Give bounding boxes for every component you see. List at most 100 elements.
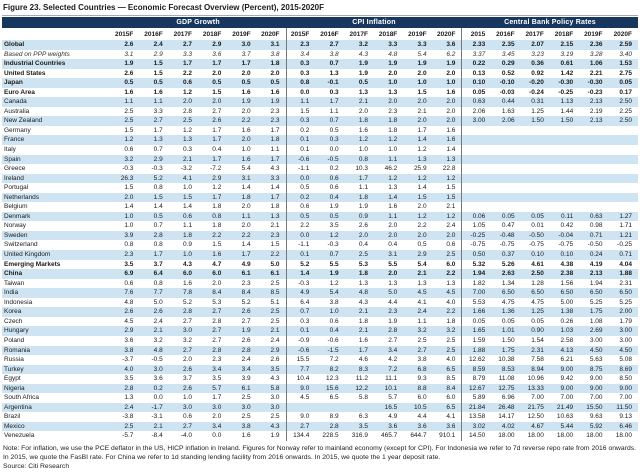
table-row: Belgium 1.4 1.4 1.4 1.8 2.0 1.8 0.6 1.9 1.9 1.6 2.0… xyxy=(2,202,638,212)
table-cell: 0.05 xyxy=(472,317,486,325)
table-cell: 3.2 xyxy=(182,336,193,344)
table-cell: 2.0 xyxy=(168,97,199,107)
table-cell: 2.1 xyxy=(417,107,427,115)
table-cell: 7.2 xyxy=(329,356,339,364)
table-cell: 1.7 xyxy=(417,126,427,134)
table-row: Czech 4.5 2.4 2.7 2.8 2.7 2.5 0.3 0.6 1.8 1.9 1.1 1.… xyxy=(2,316,638,327)
table-cell: 0.6 xyxy=(168,78,199,88)
table-cell: 3.6 xyxy=(403,421,433,432)
table-cell: 18.00 xyxy=(527,432,544,440)
table-cell: 4.5 xyxy=(124,317,134,325)
row-label: Poland xyxy=(4,336,25,344)
table-cell: 2.13 xyxy=(579,97,609,107)
table-cell xyxy=(609,126,639,136)
table-cell: 1.6 xyxy=(432,125,463,136)
table-cell: 2.0 xyxy=(432,97,463,107)
table-cell: 7.00 xyxy=(531,394,544,402)
table-cell: 0.0 xyxy=(286,173,316,184)
table-cell: 3.3 xyxy=(182,50,193,58)
table-cell: 2.3 xyxy=(286,40,316,50)
table-cell xyxy=(461,192,492,203)
table-row: United States 2.6 1.5 2.2 2.0 2.0 2.0 0.3 1.3 1.9… xyxy=(2,68,638,79)
table-cell: 0.98 xyxy=(589,222,603,230)
table-cell: 5.2 xyxy=(241,298,251,306)
table-cell: 1.3 xyxy=(432,154,463,165)
table-cell: 1.2 xyxy=(432,173,463,184)
table-cell: -0.5 xyxy=(151,356,163,364)
table-cell: 1.6 xyxy=(388,203,398,211)
table-row: Argentina 2.4 -1.7 3.0 3.0 3.0 3.0 16.5 10.5 6.5 2… xyxy=(2,402,638,413)
table-cell: 1.9 xyxy=(388,317,398,325)
table-cell: 2.4 xyxy=(110,402,140,413)
table-cell: 2.8 xyxy=(315,421,345,432)
table-cell: -0.20 xyxy=(520,78,550,88)
table-cell: 1.3 xyxy=(358,279,368,287)
table-cell: 1.0 xyxy=(110,211,140,222)
row-label: India xyxy=(2,288,111,298)
table-cell: 0.5 xyxy=(300,184,310,192)
table-cell: 6.1 xyxy=(227,269,257,279)
group-header-row: GDP Growth CPI Inflation Central Bank Po… xyxy=(2,17,638,28)
table-cell: 1.0 xyxy=(168,250,199,260)
year-header: 2020F xyxy=(256,28,287,40)
table-cell xyxy=(462,145,491,155)
year-header: 2018F xyxy=(198,28,228,40)
table-cell: 2.0 xyxy=(432,230,463,241)
table-cell: 5.5 xyxy=(329,260,339,268)
year-header: 2017F xyxy=(520,28,550,40)
row-label: Nigeria xyxy=(2,383,111,394)
table-cell: 2.5 xyxy=(417,336,427,344)
table-cell xyxy=(520,173,550,184)
table-cell xyxy=(491,183,520,193)
row-label: Australia xyxy=(4,107,30,115)
table-row: Industrial Countries 1.9 1.5 1.7 1.7 1.7 1.8 0.… xyxy=(2,59,638,69)
table-cell: 3.28 xyxy=(589,50,603,58)
table-cell: 0.4 xyxy=(212,146,222,154)
table-cell: 2.5 xyxy=(124,107,134,115)
table-cell: 0.0 xyxy=(153,394,163,402)
table-cell: 0.5 xyxy=(139,211,169,222)
table-cell: 3.1 xyxy=(373,250,404,260)
table-cell: 6.4 xyxy=(139,269,169,279)
table-cell: 1.4 xyxy=(241,241,251,249)
table-cell: 2.7 xyxy=(182,317,193,325)
table-cell: 0.5 xyxy=(417,241,427,249)
table-cell: 1.5 xyxy=(124,184,134,192)
table-cell: 1.6 xyxy=(182,279,193,287)
column-group-gdp-growth: GDP Growth xyxy=(110,17,287,28)
table-cell: 2.0 xyxy=(358,107,368,115)
table-cell: 3.23 xyxy=(531,50,544,58)
table-cell: 10.1 xyxy=(373,383,404,394)
table-cell xyxy=(579,202,608,212)
table-cell: 8.79 xyxy=(472,375,486,383)
table-cell: 2.0 xyxy=(182,356,193,364)
table-cell: 0.1 xyxy=(286,135,316,146)
table-cell: 1.75 xyxy=(491,345,521,356)
table-cell: 1.66 xyxy=(461,307,492,317)
table-cell: 2.2 xyxy=(432,269,463,279)
table-row: Germany 1.5 1.7 1.2 1.7 1.6 1.7 0.2 0.5 1.6 1.8 1.7… xyxy=(2,125,639,136)
table-cell: 4.9 xyxy=(241,260,251,268)
table-cell: -0.9 xyxy=(298,336,310,344)
table-cell: -3.7 xyxy=(122,356,134,364)
table-cell: 18.00 xyxy=(586,432,603,440)
table-cell: 0.44 xyxy=(491,97,521,107)
table-cell: 0.26 xyxy=(560,317,574,325)
year-header: 2016F xyxy=(315,28,345,40)
table-cell: 9.42 xyxy=(560,375,574,383)
table-cell: -3.2 xyxy=(180,165,193,173)
table-cell: 2.0 xyxy=(388,69,398,77)
table-cell xyxy=(609,164,639,174)
table-cell: 0.71 xyxy=(608,250,638,260)
table-cell: 3.4 xyxy=(300,50,310,58)
table-cell: 6.9 xyxy=(110,269,140,279)
table-cell: 2.0 xyxy=(227,135,257,146)
table-cell: 2.1 xyxy=(344,307,374,317)
table-cell xyxy=(579,145,608,155)
table-cell xyxy=(579,126,608,136)
table-cell xyxy=(549,192,580,203)
row-label: Russia xyxy=(4,356,24,364)
table-cell xyxy=(462,183,491,193)
table-cell: 4.3 xyxy=(256,164,287,174)
table-cell: 0.29 xyxy=(491,59,521,69)
